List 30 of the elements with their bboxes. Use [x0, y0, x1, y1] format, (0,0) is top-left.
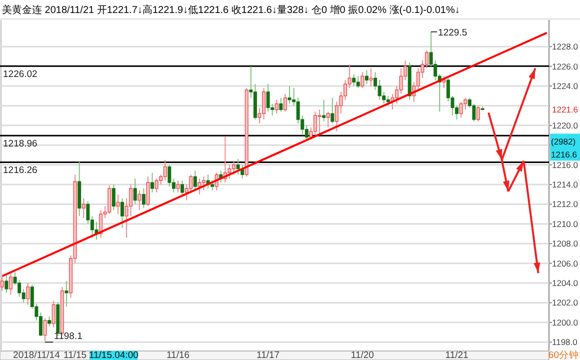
y-tick-label: 1214.0	[552, 180, 578, 190]
y-tick-label: 1198.0	[552, 337, 578, 348]
x-tick-label: 11/16	[166, 350, 190, 360]
ref-line-label: 1226.02	[3, 69, 38, 80]
y-tick-label: 1208.0	[552, 238, 578, 249]
y-tick-label: 1224.0	[552, 81, 578, 91]
x-tick-label: 11/21	[445, 350, 468, 360]
y-tick-label: 1202.0	[552, 298, 578, 308]
y-tick-label: 1204.0	[552, 278, 578, 288]
ref-line-label: 1216.26	[3, 165, 38, 176]
x-tick-label: 11/20	[350, 350, 374, 360]
ref-line-label: 1218.96	[3, 138, 38, 150]
chart-title: 美黄金连 2018/11/21 开1221.7↓高1221.9↓低1221.6 收1221.6↓量328↓ 仓0 增0 振0.02% 涨(-0.1)-0.01%↓	[2, 4, 460, 16]
y-tick-label: 1226.0	[552, 61, 578, 72]
x-tick-label: 11/17	[256, 350, 280, 360]
x-tick-label: 11/15	[64, 350, 87, 360]
y-tick-label: 1210.0	[552, 218, 578, 229]
y-tick-label: 1200.0	[552, 317, 578, 328]
y-tick-label: 1216.0	[552, 160, 578, 170]
text: 1221.6	[552, 104, 578, 115]
text: (2982)	[551, 136, 576, 147]
y-tick-label: 1212.0	[552, 199, 578, 210]
y-tick-label: 1228.0	[552, 42, 578, 52]
annotation: 60分钟	[548, 349, 579, 360]
y-tick-label: 1206.0	[552, 258, 578, 268]
text: 1216.6	[551, 150, 578, 160]
x-tick-label: 2018/11/14	[13, 350, 60, 360]
annotation: 1198.1	[54, 331, 82, 342]
annotation: 1229.5	[438, 27, 468, 38]
y-tick-label: 1220.0	[552, 120, 578, 130]
